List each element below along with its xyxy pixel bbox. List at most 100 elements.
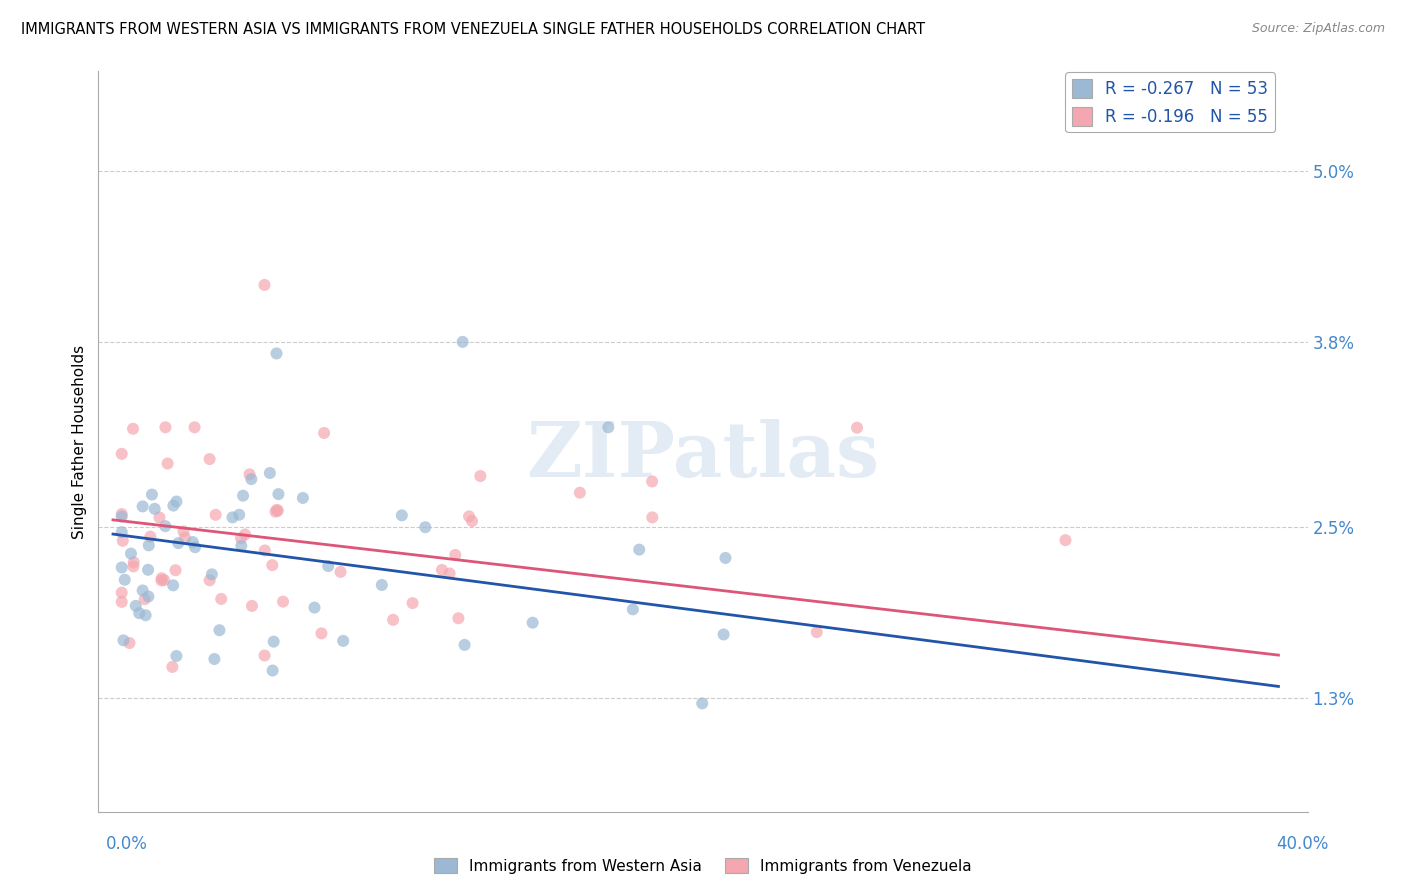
Point <box>111 585 134 599</box>
Point <box>329 565 352 579</box>
Text: IMMIGRANTS FROM WESTERN ASIA VS IMMIGRANTS FROM VENEZUELA SINGLE FATHER HOUSEHOL: IMMIGRANTS FROM WESTERN ASIA VS IMMIGRAN… <box>21 22 925 37</box>
Point <box>382 613 405 627</box>
Point <box>233 527 256 541</box>
Point <box>228 508 250 522</box>
Point <box>439 566 461 581</box>
Point <box>461 514 484 528</box>
Point <box>131 500 153 514</box>
Point <box>690 697 713 711</box>
Point <box>1054 533 1077 548</box>
Point <box>162 499 184 513</box>
Point <box>267 504 290 518</box>
Point <box>470 469 492 483</box>
Point <box>458 509 481 524</box>
Legend: Immigrants from Western Asia, Immigrants from Venezuela: Immigrants from Western Asia, Immigrants… <box>427 852 979 880</box>
Point <box>138 590 160 604</box>
Point <box>183 420 205 434</box>
Point <box>238 467 260 482</box>
Point <box>112 633 135 648</box>
Point <box>111 560 134 574</box>
Point <box>204 508 226 522</box>
Point <box>166 494 188 508</box>
Point <box>162 660 184 674</box>
Point <box>184 541 207 555</box>
Point <box>231 539 253 553</box>
Point <box>628 542 651 557</box>
Point <box>314 425 336 440</box>
Point <box>198 452 221 467</box>
Point <box>568 485 591 500</box>
Point <box>114 573 136 587</box>
Point <box>150 571 173 585</box>
Point <box>453 638 475 652</box>
Point <box>232 489 254 503</box>
Point <box>266 346 288 360</box>
Point <box>229 531 252 545</box>
Point <box>173 524 195 539</box>
Point <box>111 507 134 521</box>
Point <box>122 422 145 436</box>
Point <box>846 421 869 435</box>
Point <box>162 578 184 592</box>
Point <box>153 573 176 587</box>
Point <box>111 525 134 540</box>
Point <box>266 503 288 517</box>
Point <box>221 510 243 524</box>
Point <box>253 277 276 292</box>
Point <box>263 634 285 648</box>
Point <box>155 519 177 533</box>
Point <box>111 533 134 548</box>
Point <box>122 559 145 574</box>
Point <box>139 530 162 544</box>
Point <box>165 563 187 577</box>
Point <box>413 520 436 534</box>
Legend: R = -0.267   N = 53, R = -0.196   N = 55: R = -0.267 N = 53, R = -0.196 N = 55 <box>1066 72 1275 132</box>
Point <box>156 457 179 471</box>
Point <box>198 574 221 588</box>
Point <box>271 594 294 608</box>
Text: 0.0%: 0.0% <box>105 835 148 853</box>
Point <box>209 591 232 606</box>
Point <box>401 596 423 610</box>
Point <box>174 531 197 545</box>
Point <box>143 501 166 516</box>
Y-axis label: Single Father Households: Single Father Households <box>72 344 87 539</box>
Point <box>430 563 453 577</box>
Point <box>621 602 644 616</box>
Text: ZIPatlas: ZIPatlas <box>526 419 880 493</box>
Point <box>134 592 156 607</box>
Point <box>165 648 187 663</box>
Point <box>262 558 284 573</box>
Point <box>141 487 163 501</box>
Point <box>291 491 314 505</box>
Point <box>111 595 134 609</box>
Point <box>181 535 204 549</box>
Point <box>131 583 153 598</box>
Point <box>451 334 474 349</box>
Point <box>713 627 735 641</box>
Point <box>253 648 276 663</box>
Point <box>240 472 263 486</box>
Point <box>128 606 150 620</box>
Point <box>598 420 620 434</box>
Point <box>135 608 157 623</box>
Point <box>155 420 177 434</box>
Text: 40.0%: 40.0% <box>1277 835 1329 853</box>
Point <box>240 599 263 613</box>
Point <box>208 624 231 638</box>
Point <box>267 487 290 501</box>
Point <box>253 543 276 558</box>
Point <box>444 548 467 562</box>
Point <box>111 509 134 524</box>
Point <box>167 536 190 550</box>
Point <box>148 510 170 524</box>
Point <box>311 626 333 640</box>
Point <box>371 578 394 592</box>
Point <box>150 574 173 588</box>
Point <box>316 559 339 574</box>
Point <box>332 633 354 648</box>
Point <box>641 475 664 489</box>
Point <box>138 538 160 552</box>
Point <box>125 599 148 613</box>
Text: Source: ZipAtlas.com: Source: ZipAtlas.com <box>1251 22 1385 36</box>
